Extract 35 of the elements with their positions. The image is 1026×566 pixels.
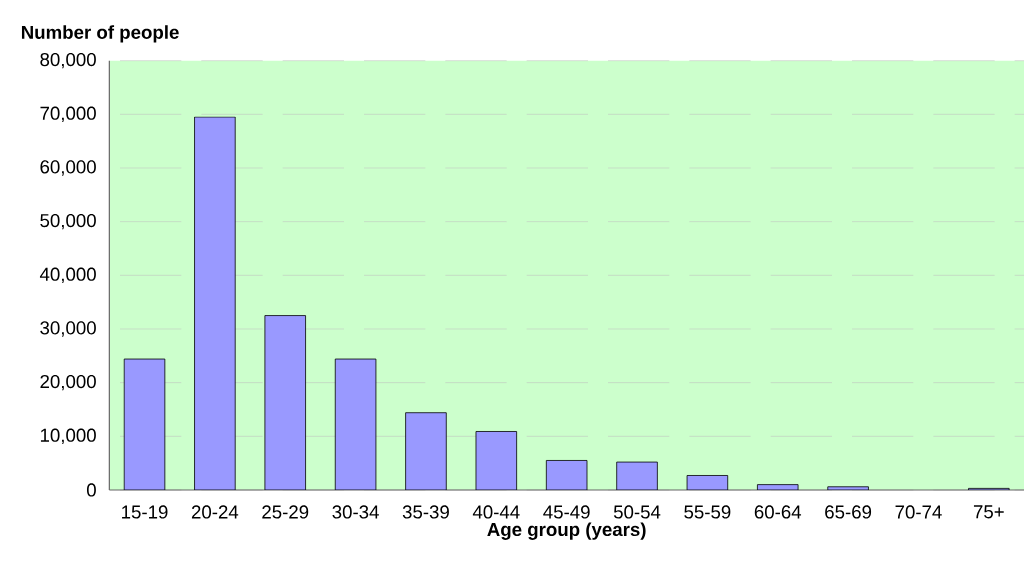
bar — [405, 412, 447, 490]
x-tick-label: 20-24 — [191, 505, 239, 519]
bar — [334, 358, 377, 490]
x-tick-label: 65-69 — [825, 505, 872, 519]
x-axis-title: Age group (years) — [487, 522, 646, 540]
y-tick-label: 20,000 — [40, 374, 96, 391]
bar — [475, 431, 518, 490]
x-tick-label: 25-29 — [262, 505, 309, 519]
x-tick-label: 60-64 — [754, 505, 802, 519]
y-tick-label: 70,000 — [40, 106, 96, 123]
bar — [616, 461, 658, 490]
bar — [827, 486, 869, 490]
y-tick-label: 60,000 — [40, 160, 96, 176]
y-tick-label: 0 — [86, 483, 96, 497]
y-tick-label: 30,000 — [40, 321, 96, 337]
bar — [264, 315, 306, 490]
x-tick-label: 50-54 — [613, 505, 661, 519]
bar — [686, 475, 729, 490]
x-tick-label: 15-19 — [122, 505, 168, 519]
x-tick-label: 30-34 — [332, 505, 379, 519]
y-tick-label: 40,000 — [39, 267, 96, 284]
x-tick-label: 35-39 — [402, 505, 449, 519]
y-tick-label: 10,000 — [40, 428, 96, 445]
y-axis-title: Number of people — [21, 25, 179, 43]
y-tick-label: 50,000 — [40, 213, 96, 230]
x-tick-label: 45-49 — [543, 505, 590, 519]
x-tick-label: 40-44 — [472, 505, 520, 519]
bar — [123, 358, 166, 490]
bar — [757, 484, 799, 490]
x-tick-label: 75+ — [973, 505, 1004, 519]
bar — [545, 460, 588, 490]
bar — [194, 116, 236, 490]
y-tick-label: 80,000 — [40, 52, 96, 69]
x-tick-label: 55-59 — [684, 505, 731, 519]
x-tick-label: 70-74 — [895, 505, 942, 519]
